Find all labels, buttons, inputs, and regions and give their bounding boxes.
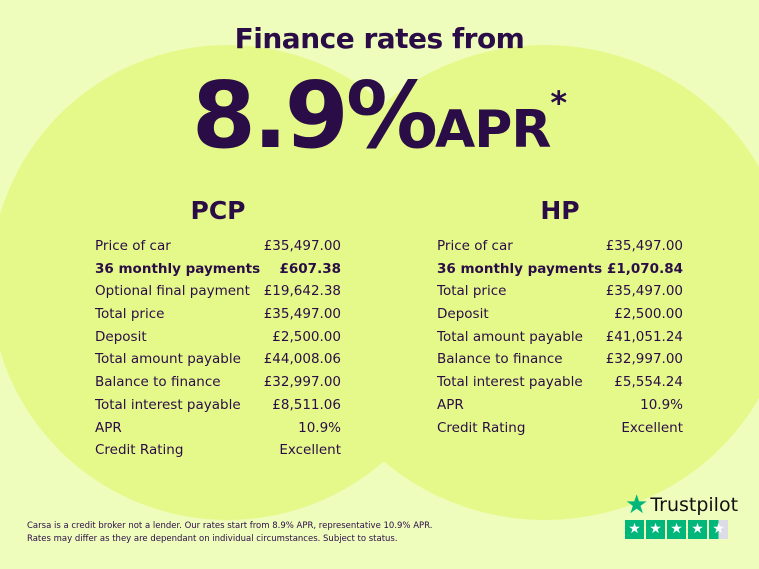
table-row: Credit Rating Excellent: [437, 417, 683, 440]
row-value: £2,500.00: [614, 306, 683, 323]
table-row: 36 monthly payments £607.38: [95, 258, 341, 281]
table-row: APR 10.9%: [437, 394, 683, 417]
row-value: £35,497.00: [263, 238, 341, 254]
row-value: £5,554.24: [614, 374, 683, 391]
table-row: 36 monthly payments £1,070.84: [437, 258, 683, 281]
star-icon: ★: [625, 490, 649, 520]
pcp-title: PCP: [190, 196, 246, 225]
disclaimer-line-1: Carsa is a credit broker not a lender. O…: [27, 521, 433, 531]
row-label: Price of car: [437, 238, 513, 254]
row-value: £35,497.00: [263, 306, 341, 323]
row-value: 10.9%: [298, 419, 341, 436]
row-value: £32,997.00: [605, 351, 683, 368]
trustpilot-rating: ★ ★ ★ ★ ★: [625, 520, 738, 539]
trustpilot-badge[interactable]: ★ Trustpilot ★ ★ ★ ★ ★: [625, 490, 739, 539]
table-row: Balance to finance £32,997.00: [95, 371, 341, 394]
row-value: £32,997.00: [263, 374, 341, 391]
row-value: Excellent: [279, 442, 341, 459]
row-label: Total amount payable: [437, 328, 583, 345]
rating-star-icon: ★: [625, 520, 644, 539]
rating-star-icon: ★: [667, 520, 686, 539]
row-label: Total price: [437, 283, 507, 300]
row-value: Excellent: [621, 419, 683, 436]
table-row: Price of car £35,497.00: [437, 235, 683, 258]
rating-star-icon: ★: [646, 520, 665, 539]
table-row: Total interest payable £8,511.06: [95, 394, 341, 417]
row-label: Deposit: [95, 328, 147, 345]
table-row: Total price £35,497.00: [95, 303, 341, 326]
row-label: APR: [437, 396, 464, 413]
background-circle-right: [300, 45, 759, 520]
row-value: 10.9%: [640, 396, 683, 413]
table-row: Total amount payable £44,008.06: [95, 348, 341, 371]
row-value: £8,511.06: [272, 396, 341, 413]
row-label: Balance to finance: [95, 374, 221, 391]
row-label: Total interest payable: [437, 374, 583, 391]
disclaimer: Carsa is a credit broker not a lender. O…: [27, 520, 432, 546]
pcp-table: PCP Price of car £35,497.00 36 monthly pay…: [95, 196, 341, 462]
table-row: Credit Rating Excellent: [95, 439, 341, 462]
table-row: Total interest payable £5,554.24: [437, 371, 683, 394]
row-label: Price of car: [95, 238, 171, 254]
row-value: £19,642.38: [263, 283, 341, 300]
row-value: £41,051.24: [605, 328, 683, 345]
row-label: Total price: [95, 306, 165, 323]
row-label: Credit Rating: [95, 442, 184, 459]
row-label: 36 monthly payments: [95, 260, 261, 277]
row-value: £607.38: [279, 260, 342, 277]
table-row: Balance to finance £32,997.00: [437, 348, 683, 371]
disclaimer-line-2: Rates may differ as they are dependant o…: [27, 534, 398, 544]
row-label: Balance to finance: [437, 351, 563, 368]
table-row: Total amount payable £41,051.24: [437, 326, 683, 349]
asterisk: *: [550, 84, 568, 122]
headline: Finance rates from: [234, 22, 525, 55]
rate-value: 8.9%: [191, 62, 438, 169]
row-label: Deposit: [437, 306, 489, 323]
hp-table: HP Price of car £35,497.00 36 monthly paym…: [437, 196, 683, 439]
trustpilot-logo: ★ Trustpilot: [625, 490, 739, 520]
row-value: £35,497.00: [605, 238, 683, 254]
row-label: 36 monthly payments: [437, 260, 603, 277]
rating-star-icon: ★: [688, 520, 707, 539]
row-value: £44,008.06: [263, 351, 341, 368]
row-label: APR: [95, 419, 122, 436]
row-label: Total interest payable: [95, 396, 241, 413]
trustpilot-name: Trustpilot: [650, 494, 739, 516]
table-row: Deposit £2,500.00: [437, 303, 683, 326]
table-row: Price of car £35,497.00: [95, 235, 341, 258]
table-row: Optional final payment £19,642.38: [95, 280, 341, 303]
table-row: APR 10.9%: [95, 417, 341, 440]
row-value: £2,500.00: [272, 328, 341, 345]
table-row: Total price £35,497.00: [437, 280, 683, 303]
hp-title: HP: [540, 196, 580, 225]
row-label: Total amount payable: [95, 351, 241, 368]
headline-rate: 8.9%APR*: [0, 62, 759, 169]
row-label: Optional final payment: [95, 283, 250, 300]
row-value: £35,497.00: [605, 283, 683, 300]
table-row: Deposit £2,500.00: [95, 326, 341, 349]
row-label: Credit Rating: [437, 419, 526, 436]
apr-label: APR: [435, 100, 551, 160]
rating-star-icon: ★: [709, 520, 728, 539]
row-value: £1,070.84: [606, 260, 683, 277]
